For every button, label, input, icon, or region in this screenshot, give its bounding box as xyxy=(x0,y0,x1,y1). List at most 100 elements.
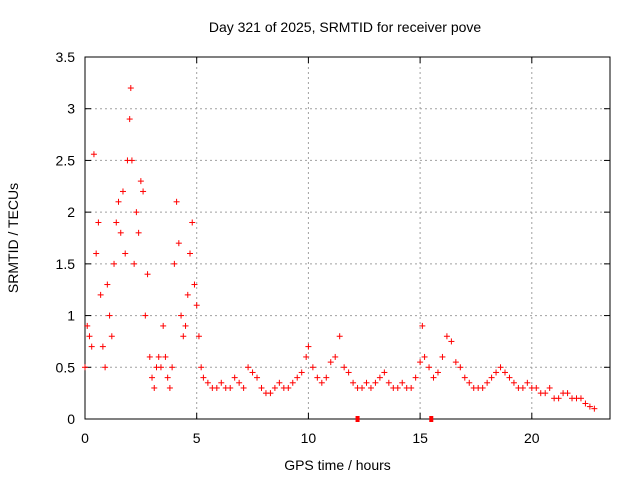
data-point xyxy=(443,333,450,340)
x-tick-label: 0 xyxy=(81,430,89,446)
data-point xyxy=(359,384,366,391)
data-point xyxy=(97,291,104,298)
data-point xyxy=(421,353,428,360)
data-point xyxy=(115,198,122,205)
data-point xyxy=(127,85,134,92)
data-point xyxy=(289,379,296,386)
data-point xyxy=(155,353,162,360)
data-point xyxy=(426,364,433,371)
data-point xyxy=(122,250,129,257)
data-point xyxy=(363,379,370,386)
data-point xyxy=(131,260,138,267)
data-point xyxy=(144,271,151,278)
data-point xyxy=(546,384,553,391)
data-point xyxy=(510,379,517,386)
data-point xyxy=(236,379,243,386)
data-point xyxy=(323,374,330,381)
y-tick-label: 1.5 xyxy=(56,256,76,272)
data-point xyxy=(376,374,383,381)
chart-labels: 0 5 10 15 20 0 0.5 1 1.5 2 2.5 3 3.5 xyxy=(56,49,540,446)
data-point xyxy=(142,312,149,319)
data-point xyxy=(258,384,265,391)
data-point xyxy=(99,343,106,350)
data-point xyxy=(178,312,185,319)
data-point xyxy=(227,384,234,391)
data-point xyxy=(294,374,301,381)
data-point xyxy=(439,353,446,360)
data-point xyxy=(533,384,540,391)
data-point xyxy=(591,405,598,412)
data-point xyxy=(564,390,571,397)
data-point xyxy=(88,343,95,350)
data-point xyxy=(327,359,334,366)
data-point xyxy=(106,312,113,319)
data-point xyxy=(111,260,118,267)
data-point xyxy=(146,353,153,360)
plot-frame xyxy=(84,56,611,420)
data-point xyxy=(126,116,133,123)
data-point xyxy=(108,333,115,340)
data-point xyxy=(457,364,464,371)
data-point xyxy=(452,359,459,366)
data-point xyxy=(249,369,256,376)
x-tick-label: 15 xyxy=(412,430,428,446)
data-point xyxy=(213,384,220,391)
data-point xyxy=(193,302,200,309)
ground-marker xyxy=(355,416,360,422)
data-point xyxy=(484,379,491,386)
data-point xyxy=(408,384,415,391)
data-point xyxy=(182,322,189,329)
data-point xyxy=(180,333,187,340)
data-point xyxy=(394,384,401,391)
data-point xyxy=(318,379,325,386)
data-point xyxy=(332,353,339,360)
data-point xyxy=(117,229,124,236)
data-point xyxy=(399,379,406,386)
data-point xyxy=(303,353,310,360)
y-tick-label: 2 xyxy=(67,204,75,220)
x-tick-label: 5 xyxy=(193,430,201,446)
data-point xyxy=(187,250,193,257)
x-axis-label: GPS time / hours xyxy=(284,457,391,473)
data-point xyxy=(84,322,91,329)
data-point xyxy=(245,364,252,371)
data-point xyxy=(461,374,468,381)
data-point xyxy=(160,322,167,329)
y-tick-label: 3 xyxy=(67,101,75,117)
data-point xyxy=(231,374,238,381)
data-point xyxy=(309,364,316,371)
data-point xyxy=(204,379,211,386)
data-point xyxy=(240,384,247,391)
data-point xyxy=(479,384,486,391)
data-point xyxy=(171,260,178,267)
data-point xyxy=(417,359,424,366)
data-point xyxy=(195,333,202,340)
data-point xyxy=(104,281,111,288)
data-point xyxy=(434,369,441,376)
data-point xyxy=(555,395,562,402)
data-point xyxy=(133,209,140,216)
data-point xyxy=(86,333,93,340)
chart-points xyxy=(82,85,598,422)
data-point xyxy=(506,374,513,381)
data-point xyxy=(113,219,120,226)
data-point xyxy=(430,374,437,381)
data-point xyxy=(314,374,321,381)
data-point xyxy=(466,379,473,386)
data-point xyxy=(137,178,144,185)
data-point xyxy=(189,219,196,226)
data-point xyxy=(341,364,348,371)
data-point xyxy=(298,369,305,376)
ground-marker xyxy=(429,416,434,422)
data-point xyxy=(149,374,156,381)
data-point xyxy=(577,395,584,402)
data-point xyxy=(218,379,225,386)
chart-ticks xyxy=(84,56,610,420)
data-point xyxy=(267,390,274,397)
data-point xyxy=(381,369,388,376)
data-point xyxy=(582,400,589,407)
data-point xyxy=(448,338,455,345)
data-point xyxy=(102,364,109,371)
data-point xyxy=(367,384,374,391)
